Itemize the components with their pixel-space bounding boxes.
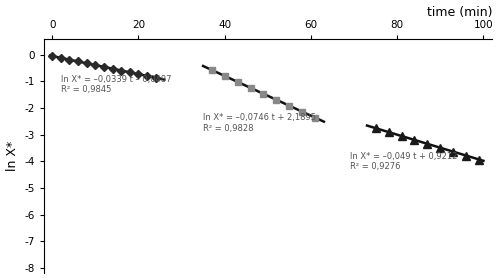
X-axis label: time (min): time (min) [426, 6, 492, 18]
Text: ln X* = –0,0339 t – 0,0487
R² = 0,9845: ln X* = –0,0339 t – 0,0487 R² = 0,9845 [61, 75, 172, 94]
Text: ln X* = –0,0746 t + 2,1895
R² = 0,9828: ln X* = –0,0746 t + 2,1895 R² = 0,9828 [203, 113, 316, 133]
Y-axis label: ln X*: ln X* [6, 141, 18, 171]
Text: ln X* = –0,049 t + 0,9212
R² = 0,9276: ln X* = –0,049 t + 0,9212 R² = 0,9276 [350, 152, 457, 171]
